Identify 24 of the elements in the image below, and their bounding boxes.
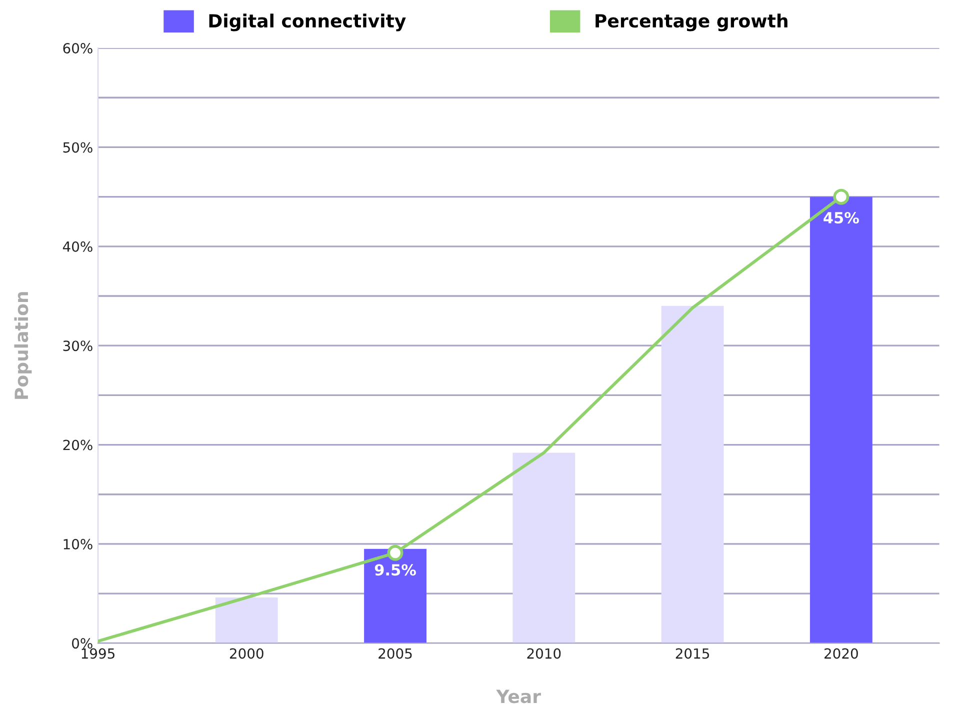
x-tick-label: 2015: [676, 648, 709, 659]
y-tick-label: 30%: [63, 340, 92, 352]
bar: [810, 196, 872, 644]
y-tick-label: 60%: [63, 43, 92, 54]
y-axis-title: Population: [14, 292, 32, 399]
legend-label: Percentage growth: [596, 14, 788, 32]
legend-label: Digital connectivity: [209, 14, 406, 32]
x-tick-label: 2005: [378, 648, 412, 659]
y-tick-label: 20%: [63, 440, 92, 450]
data-label: 45%: [824, 212, 859, 224]
y-tick-label: 50%: [63, 142, 92, 153]
y-tick-label: 40%: [62, 241, 92, 252]
y-tick-label: 10%: [64, 538, 92, 550]
bar: [215, 598, 278, 644]
bar: [364, 548, 426, 644]
x-tick-label: 2020: [824, 648, 858, 659]
bar: [512, 452, 576, 644]
x-tick-label: 2000: [230, 648, 264, 659]
bar: [661, 306, 724, 644]
x-axis-title: Year: [496, 690, 541, 704]
data-label: 9.5%: [374, 564, 416, 576]
y-tick-label: 0%: [72, 638, 92, 649]
x-tick-label: 1995: [82, 648, 114, 659]
x-tick-label: 2010: [527, 648, 561, 659]
